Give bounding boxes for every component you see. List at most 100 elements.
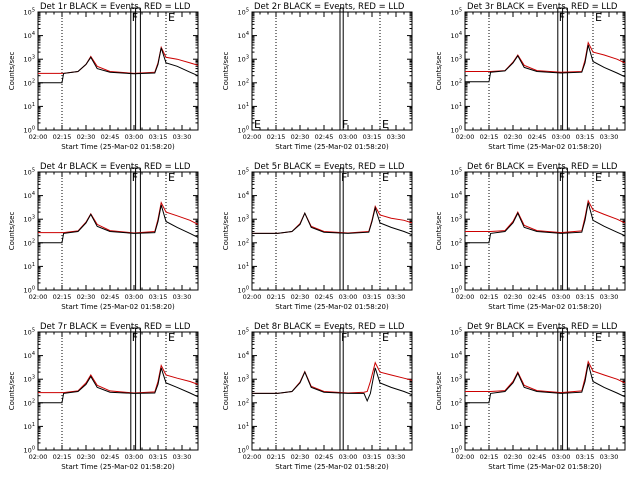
x-tick-label: 02:30 (291, 293, 310, 301)
y-tick-label: 103 (451, 215, 462, 224)
y-tick-label: 102 (451, 398, 462, 407)
x-tick-label: 03:00 (125, 133, 144, 141)
y-axis-label: Counts/sec (435, 52, 443, 91)
x-tick-label: 03:30 (600, 453, 619, 461)
interval-letter: E (168, 171, 175, 184)
y-tick-label: 104 (238, 351, 249, 360)
panel-9: Det 9r BLACK = Events, RED = LLD Counts/s… (435, 322, 626, 471)
interval-letter: E (595, 11, 602, 24)
x-tick-label: 03:00 (552, 133, 571, 141)
x-tick-label: 02:45 (528, 293, 547, 301)
x-tick-label: 03:15 (576, 453, 595, 461)
x-tick-label: 02:15 (53, 293, 72, 301)
y-tick-label: 100 (451, 446, 462, 455)
x-axis-label: Start Time (25-Mar-02 01:58:20) (61, 143, 175, 151)
y-tick-label: 102 (451, 238, 462, 247)
interval-letter: E (595, 171, 602, 184)
y-tick-label: 105 (238, 8, 249, 17)
y-tick-label: 105 (24, 8, 35, 17)
x-tick-label: 03:15 (149, 293, 168, 301)
x-tick-label: 03:15 (363, 133, 382, 141)
x-tick-label: 02:30 (504, 453, 523, 461)
panel-title: Det 2r BLACK = Events, RED = LLD (254, 2, 405, 12)
y-tick-label: 103 (24, 55, 35, 64)
y-tick-label: 104 (24, 351, 35, 360)
series-lld-line (38, 201, 198, 234)
interval-letter: E (595, 331, 602, 344)
y-tick-label: 100 (451, 286, 462, 295)
y-tick-label: 104 (451, 191, 462, 200)
y-axis-label: Counts/sec (8, 372, 16, 411)
interval-letter: F (559, 11, 565, 24)
y-tick-label: 105 (451, 328, 462, 337)
interval-letter: F (342, 118, 348, 131)
x-tick-label: 02:15 (480, 453, 499, 461)
y-tick-label: 100 (24, 446, 35, 455)
x-tick-label: 02:30 (291, 133, 310, 141)
x-tick-label: 02:15 (267, 453, 286, 461)
y-axis-label: Counts/sec (435, 212, 443, 251)
y-tick-label: 100 (238, 126, 249, 135)
x-tick-label: 03:00 (125, 453, 144, 461)
y-tick-label: 101 (24, 102, 35, 111)
x-tick-label: 02:45 (315, 293, 334, 301)
y-tick-label: 105 (451, 168, 462, 177)
y-tick-label: 103 (451, 375, 462, 384)
y-tick-label: 101 (24, 262, 35, 271)
interval-letter: F (559, 331, 565, 344)
interval-letter: E (254, 118, 261, 131)
y-tick-label: 100 (24, 286, 35, 295)
interval-letter: F (132, 11, 138, 24)
y-tick-label: 101 (238, 422, 249, 431)
x-tick-label: 02:45 (101, 133, 120, 141)
y-tick-label: 105 (451, 8, 462, 17)
panel-8: Det 8r BLACK = Events, RED = LLD Counts/s… (222, 322, 413, 471)
y-tick-label: 102 (451, 78, 462, 87)
y-tick-label: 102 (238, 238, 249, 247)
interval-letter: E (382, 171, 389, 184)
x-axis-label: Start Time (25-Mar-02 01:58:20) (488, 143, 602, 151)
interval-letter: F (132, 171, 138, 184)
x-axis-label: Start Time (25-Mar-02 01:58:20) (61, 303, 175, 311)
panel-title: Det 3r BLACK = Events, RED = LLD (467, 2, 618, 12)
y-tick-label: 104 (451, 31, 462, 40)
y-tick-label: 103 (238, 55, 249, 64)
y-tick-label: 100 (451, 126, 462, 135)
x-tick-label: 03:30 (173, 293, 192, 301)
x-tick-label: 02:30 (291, 453, 310, 461)
y-tick-label: 100 (24, 126, 35, 135)
x-tick-label: 02:00 (243, 453, 262, 461)
interval-letter: E (382, 118, 389, 131)
y-axis-label: Counts/sec (222, 372, 230, 411)
y-tick-label: 104 (24, 191, 35, 200)
x-tick-label: 02:00 (29, 453, 48, 461)
plot-frame (251, 11, 413, 131)
series-events-line (465, 44, 625, 83)
interval-letter: F (559, 171, 565, 184)
series-lld-line (465, 360, 625, 394)
x-tick-label: 03:15 (576, 133, 595, 141)
y-tick-label: 101 (451, 102, 462, 111)
y-tick-label: 103 (24, 215, 35, 224)
x-tick-label: 02:45 (101, 293, 120, 301)
x-axis-label: Start Time (25-Mar-02 01:58:20) (275, 303, 389, 311)
x-tick-label: 03:15 (363, 293, 382, 301)
y-axis-label: Counts/sec (8, 212, 16, 251)
series-events-line (465, 363, 625, 404)
x-tick-label: 02:45 (315, 133, 334, 141)
y-axis-label: Counts/sec (222, 52, 230, 91)
series-lld-line (465, 199, 625, 234)
y-axis-label: Counts/sec (8, 52, 16, 91)
x-tick-label: 03:30 (600, 293, 619, 301)
panel-title: Det 7r BLACK = Events, RED = LLD (40, 322, 191, 332)
y-tick-label: 102 (238, 398, 249, 407)
x-axis-label: Start Time (25-Mar-02 01:58:20) (275, 143, 389, 151)
y-tick-label: 101 (451, 422, 462, 431)
y-tick-label: 105 (238, 168, 249, 177)
y-tick-label: 104 (238, 31, 249, 40)
x-tick-label: 02:00 (29, 293, 48, 301)
y-tick-label: 102 (238, 78, 249, 87)
panel-title: Det 6r BLACK = Events, RED = LLD (467, 162, 618, 172)
panel-5: Det 5r BLACK = Events, RED = LLD Counts/s… (222, 162, 413, 311)
